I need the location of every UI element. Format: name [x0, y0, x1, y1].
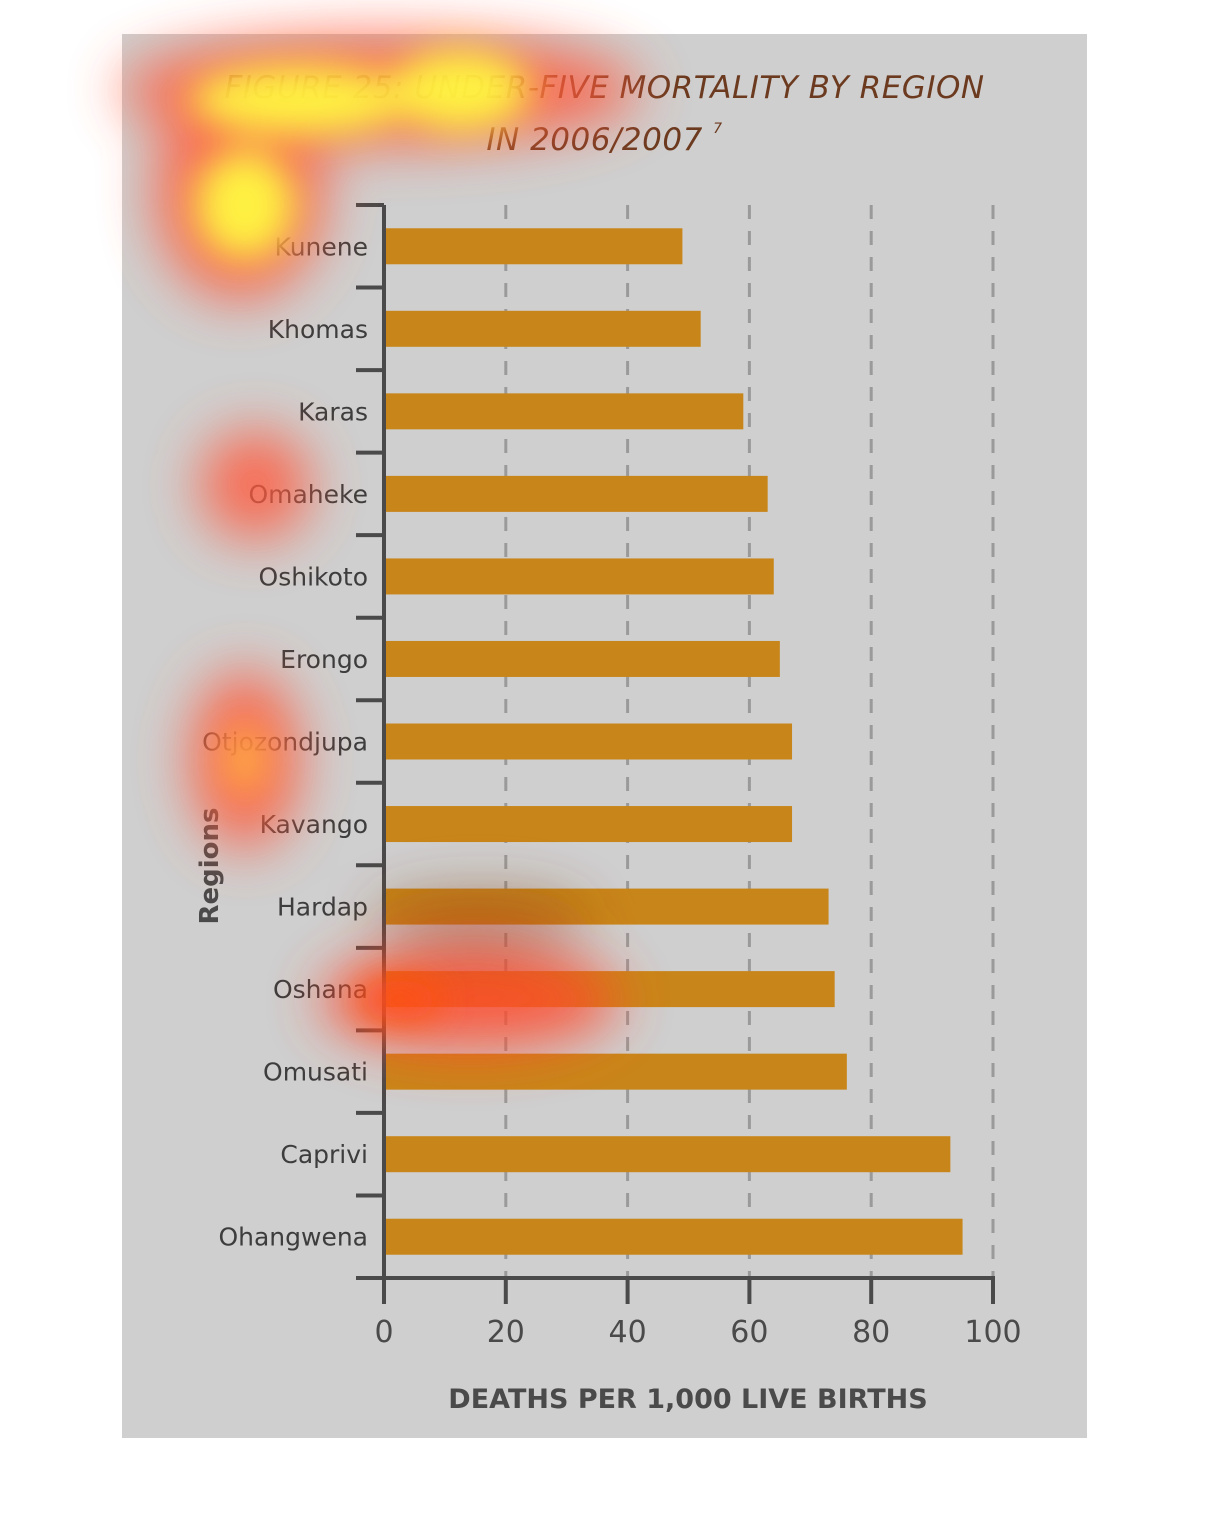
bar — [384, 806, 793, 843]
category-label: Omaheke — [248, 480, 368, 509]
x-tick-label: 100 — [964, 1315, 1021, 1350]
tick-labels: 0 20 40 60 80 100 — [374, 1315, 1021, 1350]
x-tick-label: 0 — [374, 1315, 393, 1350]
category-label: Kavango — [260, 810, 368, 839]
bar — [384, 475, 768, 512]
x-tick-label: 20 — [487, 1315, 525, 1350]
category-label: Erongo — [280, 645, 368, 674]
category-label: Ohangwena — [218, 1223, 368, 1252]
category-labels: Kunene Khomas Karas Omaheke Oshikoto Erongo Ot… — [202, 232, 368, 1251]
y-axis-label: Regions — [195, 807, 225, 924]
bar — [384, 1218, 963, 1255]
category-label: Omusati — [263, 1058, 368, 1087]
x-tick-label: 80 — [852, 1315, 890, 1350]
bar — [384, 1136, 951, 1173]
bars — [384, 228, 963, 1255]
category-label: Hardap — [277, 893, 368, 922]
x-tick-label: 60 — [730, 1315, 768, 1350]
bar — [384, 1053, 847, 1090]
bar — [384, 723, 793, 760]
bar — [384, 228, 683, 265]
category-label: Khomas — [268, 315, 368, 344]
gridlines — [504, 205, 995, 1276]
category-label: Otjozondjupa — [202, 728, 368, 757]
x-axis-label: DEATHS PER 1,000 LIVE BIRTHS — [448, 1384, 927, 1415]
category-label: Oshikoto — [259, 562, 368, 591]
category-label: Caprivi — [280, 1140, 368, 1169]
bar — [384, 971, 835, 1008]
bar — [384, 640, 780, 677]
x-tick-label: 40 — [609, 1315, 647, 1350]
category-label: Oshana — [273, 975, 368, 1004]
title-superscript: 7 — [713, 120, 723, 137]
bar — [384, 310, 701, 347]
bar — [384, 888, 829, 925]
category-label: Kunene — [275, 232, 368, 261]
bar — [384, 558, 774, 595]
category-label: Karas — [298, 397, 368, 426]
bar — [384, 393, 744, 430]
